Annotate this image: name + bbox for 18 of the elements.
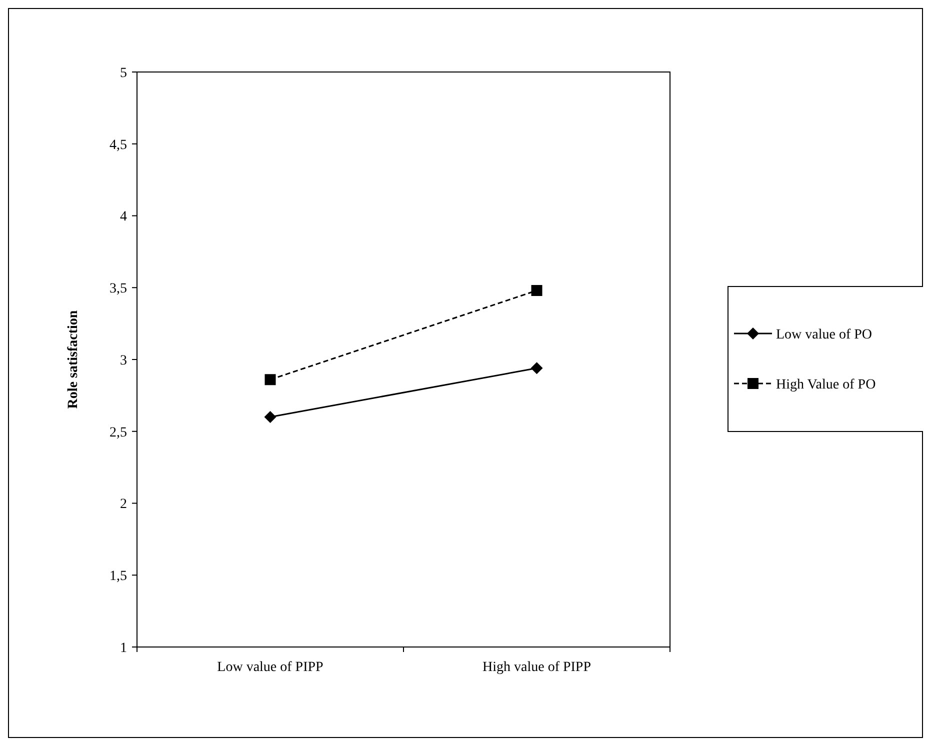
y-tick-label: 1,5 [110, 569, 127, 584]
legend-label: Low value of PO [776, 327, 872, 342]
y-tick-label: 3,5 [110, 282, 127, 297]
y-tick-label: 3 [120, 353, 127, 368]
x-tick-label: High value of PIPP [482, 660, 592, 675]
y-tick-label: 2 [120, 497, 127, 512]
point [530, 362, 543, 374]
point [264, 411, 276, 423]
y-tick-label: 5 [120, 66, 127, 81]
y-tick-label: 4,5 [110, 138, 127, 153]
point [531, 285, 542, 296]
y-tick-label: 4 [120, 210, 127, 225]
point [264, 374, 276, 386]
legend-label: High Value of PO [776, 377, 876, 392]
x-tick-label: Low value of PIPP [217, 660, 324, 675]
y-axis-title: Role satisfaction [66, 310, 81, 409]
y-tick-label: 1 [120, 640, 127, 656]
y-tick-label: 2,5 [110, 425, 127, 440]
